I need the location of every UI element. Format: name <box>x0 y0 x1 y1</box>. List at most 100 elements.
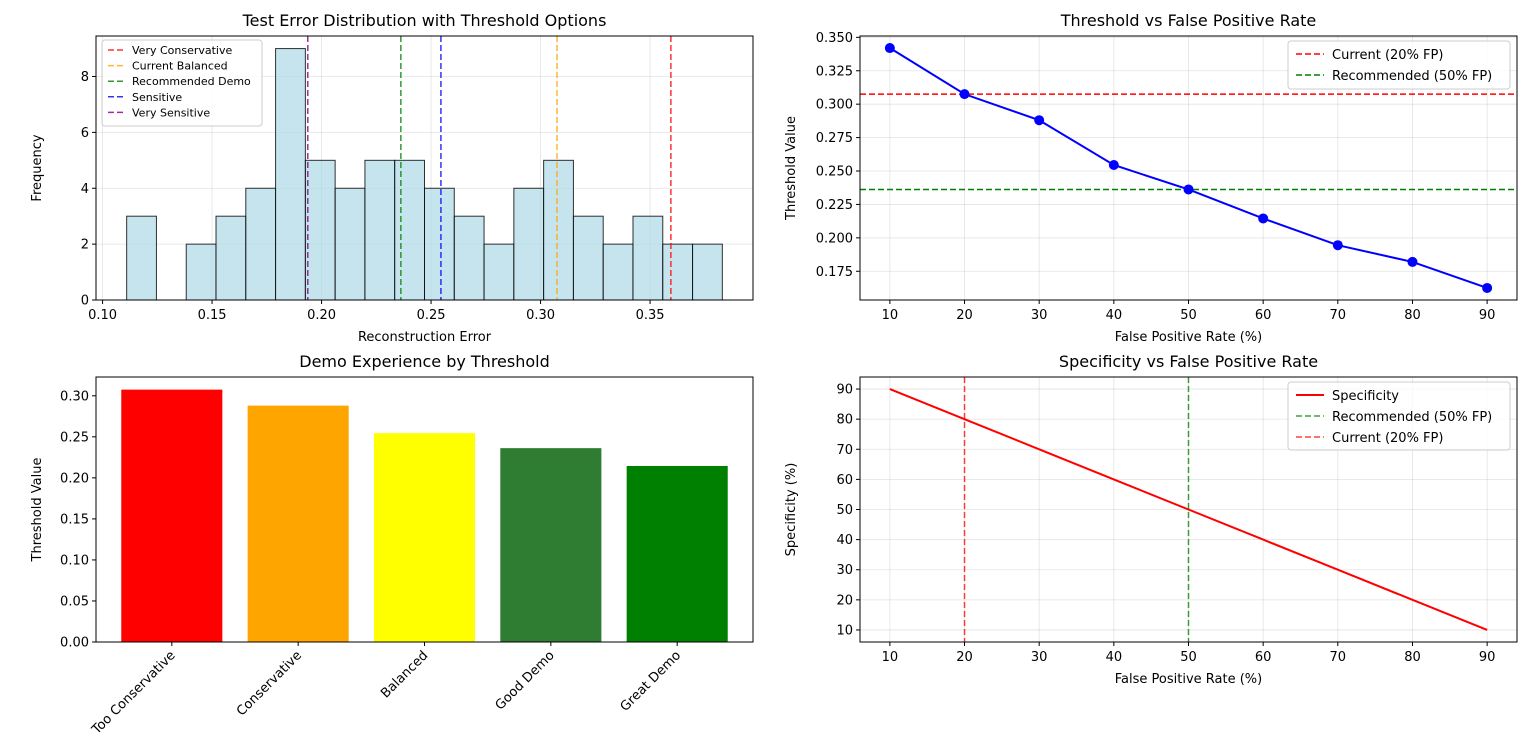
x-axis-label: False Positive Rate (%) <box>1115 672 1262 687</box>
y-tick-label: 0.175 <box>816 265 853 280</box>
legend-box <box>101 39 263 127</box>
x-tick-label: 50 <box>1180 308 1197 323</box>
x-tick-label: 0.35 <box>636 308 665 323</box>
y-tick-label: 0.05 <box>60 594 89 609</box>
plot-frame <box>859 376 1518 643</box>
histogram-bar <box>185 243 217 301</box>
legend-label: Current Balanced <box>132 60 228 73</box>
y-axis-label: Threshold Value <box>30 458 45 563</box>
x-tick-label: Conservative <box>234 648 305 719</box>
bar <box>121 389 223 642</box>
legend-label: Specificity <box>1332 389 1399 404</box>
x-tick-label: 0.25 <box>417 308 446 323</box>
y-tick-label: 0.200 <box>816 231 853 246</box>
legend-label: Recommended Demo <box>132 75 251 88</box>
x-tick-label: 90 <box>1479 650 1496 665</box>
histogram-panel: 0.10 0.15 0.20 0.25 0.30 0.35 0 2 4 6 8 Test Error … <box>30 11 754 345</box>
y-tick-label: 0.275 <box>816 131 853 146</box>
y-tick-label: 0.00 <box>60 636 89 651</box>
y-tick-label: 0.250 <box>816 165 853 180</box>
chart-title: Specificity vs False Positive Rate <box>1059 352 1318 371</box>
y-tick-label: 0.325 <box>816 64 853 79</box>
x-tick-label: Great Demo <box>618 648 684 714</box>
x-tick-label: 60 <box>1255 650 1272 665</box>
legend-label: Very Conservative <box>132 44 233 57</box>
y-tick-label: 40 <box>836 533 853 548</box>
legend-box <box>1287 40 1511 90</box>
y-tick-label: 0 <box>81 294 89 309</box>
legend-label: Recommended (50% FP) <box>1332 410 1492 425</box>
histogram-bar <box>543 159 574 301</box>
y-tick-label: 8 <box>81 70 89 85</box>
bar <box>247 405 349 642</box>
x-tick-label: 30 <box>1031 308 1048 323</box>
x-tick-label: 40 <box>1106 650 1123 665</box>
x-tick-label: Too Conservative <box>89 648 179 738</box>
histogram-bar <box>572 215 604 301</box>
data-point <box>1258 213 1269 224</box>
y-tick-label: 0.20 <box>60 471 89 486</box>
y-tick-label: 0.225 <box>816 198 853 213</box>
x-tick-label: 50 <box>1180 650 1197 665</box>
plot-frame <box>95 35 754 301</box>
x-tick-label: 10 <box>882 650 899 665</box>
chart-title: Demo Experience by Threshold <box>299 352 550 371</box>
y-tick-label: 2 <box>81 238 89 253</box>
histogram-bar <box>662 243 694 301</box>
histogram-bar <box>364 159 396 301</box>
y-tick-label: 10 <box>836 623 853 638</box>
x-tick-label: 80 <box>1404 650 1421 665</box>
chart-title: Threshold vs False Positive Rate <box>1060 11 1317 30</box>
plot-frame <box>859 35 1518 301</box>
legend-label: Current (20% FP) <box>1332 431 1443 446</box>
histogram-bar <box>513 187 545 301</box>
histogram-bar <box>245 187 277 301</box>
y-tick-label: 0.25 <box>60 430 89 445</box>
data-point <box>1183 184 1194 195</box>
y-tick-label: 0.30 <box>60 389 89 404</box>
y-tick-label: 70 <box>836 443 853 458</box>
demo-bar-panel: 0.00 0.05 0.10 0.15 0.20 0.25 0.30 Too Conserva… <box>30 352 754 738</box>
x-tick-label: 40 <box>1106 308 1123 323</box>
x-tick-label: 90 <box>1479 308 1496 323</box>
x-tick-label: 80 <box>1404 308 1421 323</box>
y-tick-label: 80 <box>836 413 853 428</box>
histogram-bar <box>334 187 366 301</box>
y-tick-label: 20 <box>836 593 853 608</box>
x-tick-label: 70 <box>1330 308 1347 323</box>
histogram-bar <box>632 215 664 301</box>
x-tick-label: 60 <box>1255 308 1272 323</box>
series-line <box>889 388 1488 631</box>
x-tick-label: 70 <box>1330 650 1347 665</box>
data-point <box>1108 159 1119 170</box>
bar <box>626 465 728 642</box>
plot-frame <box>95 376 754 643</box>
x-tick-label: 0.10 <box>88 308 117 323</box>
legend-label: Recommended (50% FP) <box>1332 69 1492 84</box>
y-tick-label: 30 <box>836 563 853 578</box>
chart-title: Test Error Distribution with Threshold O… <box>242 11 607 30</box>
threshold-line-panel: 10 20 30 40 50 60 70 80 90 0.175 0.200 0.225 0.250 0.… <box>784 11 1518 345</box>
y-tick-label: 0.15 <box>60 512 89 527</box>
data-point <box>1034 115 1045 126</box>
legend-label: Very Sensitive <box>132 106 210 119</box>
data-point <box>1332 240 1343 251</box>
x-tick-label: 20 <box>956 308 973 323</box>
histogram-bar <box>692 243 723 301</box>
x-tick-label: 10 <box>882 308 899 323</box>
x-tick-label: 20 <box>956 650 973 665</box>
x-axis-label: Reconstruction Error <box>358 330 492 345</box>
x-axis-label: False Positive Rate (%) <box>1115 330 1262 345</box>
histogram-bar <box>275 48 306 301</box>
histogram-bar <box>215 215 247 301</box>
y-axis-label: Frequency <box>30 134 45 201</box>
histogram-bar <box>602 243 634 301</box>
y-tick-label: 0.300 <box>816 98 853 113</box>
legend-label: Sensitive <box>132 91 182 104</box>
histogram-bar <box>304 159 336 301</box>
y-tick-label: 60 <box>836 473 853 488</box>
data-point <box>884 43 895 54</box>
histogram-bar <box>126 215 157 301</box>
specificity-line-panel: 10 20 30 40 50 60 70 80 90 10 20 30 40 50 60 70 80 90 Spec… <box>784 352 1518 687</box>
y-axis-label: Specificity (%) <box>784 463 799 557</box>
